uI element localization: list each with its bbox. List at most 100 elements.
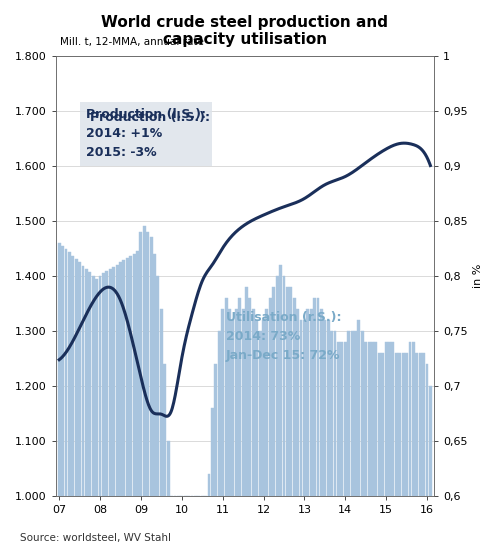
Bar [269,298,272,496]
Bar [163,364,166,496]
Bar [242,308,245,496]
Bar [293,298,296,496]
Bar [197,496,200,546]
Bar [180,496,183,546]
Bar [425,364,428,496]
Bar [361,330,364,496]
Bar [364,342,367,496]
Bar [146,232,149,496]
Bar [136,251,139,496]
Bar [61,246,64,496]
Bar [388,342,391,496]
Bar [102,274,105,496]
Bar [245,287,248,496]
Bar [132,253,135,496]
Bar [191,496,193,546]
Bar [126,258,129,496]
Title: World crude steel production and
capacity utilisation: World crude steel production and capacit… [101,15,388,48]
Bar [286,287,289,496]
Bar [313,298,316,496]
Bar [252,308,255,496]
Bar [337,342,340,496]
Bar [255,319,258,496]
Bar [116,265,119,496]
Bar [160,308,163,496]
Bar [232,319,235,496]
Bar [371,342,374,496]
Bar [384,342,387,496]
Bar [68,252,71,496]
Bar [327,319,330,496]
Bar [92,276,95,496]
Bar [177,496,180,546]
Bar [85,269,88,496]
Bar [215,364,217,496]
Bar [167,441,170,496]
Bar [225,298,228,496]
Bar [235,308,238,496]
Bar [58,242,61,496]
Bar [156,276,159,496]
Bar [405,353,408,496]
Bar [391,342,394,496]
Bar [78,262,81,496]
Bar [323,319,326,496]
Bar [238,298,241,496]
Bar [119,262,122,496]
Bar [211,407,214,496]
Bar [194,496,197,546]
Text: Production (l.S.):
2014: +1%
2015: -3%: Production (l.S.): 2014: +1% 2015: -3% [86,108,206,159]
Bar [276,276,278,496]
Bar [249,298,251,496]
Y-axis label: in %: in % [473,263,483,288]
Bar [395,353,398,496]
Bar [303,319,306,496]
Bar [265,308,268,496]
Bar [201,496,204,546]
Bar [299,319,302,496]
Bar [139,232,142,496]
Bar [317,298,319,496]
Bar [320,308,323,496]
Bar [204,496,207,546]
Bar [306,308,309,496]
Bar [402,353,404,496]
Bar [123,260,125,496]
Bar [279,265,282,496]
Bar [368,342,371,496]
Bar [341,342,343,496]
Bar [398,353,401,496]
Text: Source: worldsteel, WV Stahl: Source: worldsteel, WV Stahl [20,532,171,543]
Bar [187,496,190,546]
Bar [109,269,112,496]
Bar [153,253,156,496]
Bar [221,308,224,496]
Bar [354,330,357,496]
Bar [378,353,381,496]
Bar [289,287,292,496]
Bar [258,330,261,496]
Bar [106,271,108,496]
Bar [150,237,152,496]
Bar [218,330,221,496]
Bar [296,308,299,496]
Bar [358,319,361,496]
Bar [334,330,337,496]
Bar [272,287,275,496]
Bar [374,342,377,496]
Bar [282,276,285,496]
Bar [99,276,102,496]
Bar [429,385,432,496]
Bar [143,226,146,496]
Bar [228,308,231,496]
Bar [412,342,415,496]
Text: Mill. t, 12-MMA, annual rate: Mill. t, 12-MMA, annual rate [60,37,203,47]
Bar [347,330,350,496]
Bar [330,330,333,496]
Bar [208,473,211,496]
Bar [88,272,91,496]
Bar [82,266,85,496]
Text: Utilisation (r.S.):
2014: 73%
Jan-Dec 15: 72%: Utilisation (r.S.): 2014: 73% Jan-Dec 15… [226,311,342,362]
Text: Production (l.S.):: Production (l.S.): [90,110,210,123]
Bar [310,308,313,496]
